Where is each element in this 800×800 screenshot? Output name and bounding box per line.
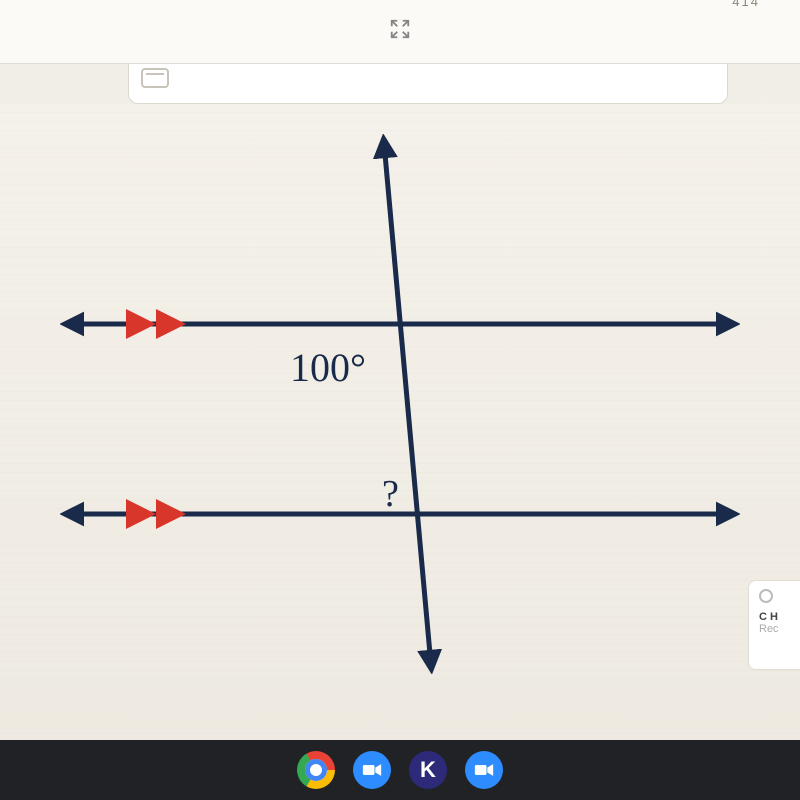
- kahoot-icon[interactable]: K: [409, 751, 447, 789]
- url-fragment: 414: [732, 0, 760, 9]
- panel-frame: [128, 64, 728, 104]
- expand-icon[interactable]: [389, 18, 411, 45]
- window-icon: [141, 68, 169, 88]
- zoom-icon-2[interactable]: [465, 751, 503, 789]
- top-toolbar: 414: [0, 0, 800, 64]
- side-widget-line2: Rec: [759, 623, 800, 635]
- diagram-svg: [60, 134, 740, 674]
- geometry-diagram: 100° ?: [60, 134, 740, 674]
- chrome-icon[interactable]: [297, 751, 335, 789]
- angle-label-unknown: ?: [382, 472, 399, 516]
- side-widget: C H Rec: [748, 580, 800, 670]
- content-area: 100° ?: [0, 104, 800, 740]
- screen: 414 100° ? C H Rec: [0, 0, 800, 740]
- record-icon: [759, 589, 773, 603]
- side-widget-line1: C H: [759, 611, 800, 623]
- angle-label-known: 100°: [290, 344, 366, 391]
- zoom-icon[interactable]: [353, 751, 391, 789]
- taskbar: K: [0, 740, 800, 800]
